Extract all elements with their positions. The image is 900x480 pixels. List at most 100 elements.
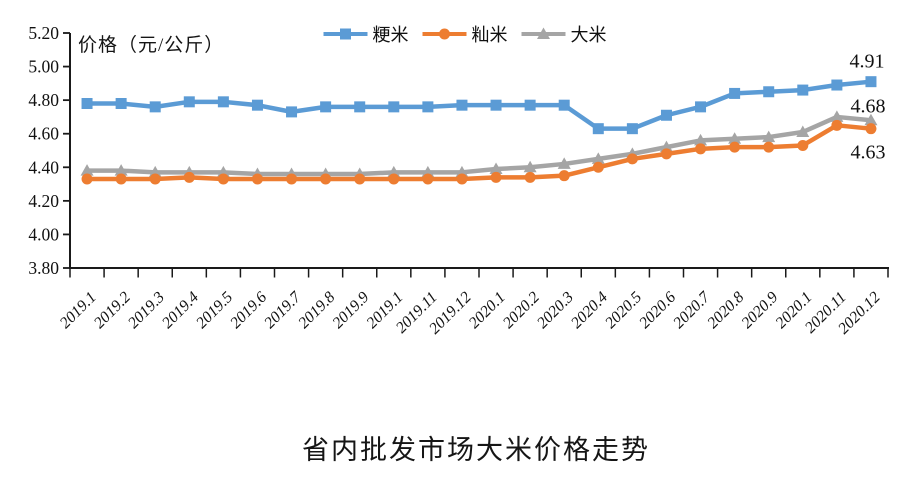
square-marker — [831, 79, 843, 91]
square-marker — [490, 99, 502, 111]
x-category-label: 2020.3 — [534, 289, 577, 332]
triangle-marker — [523, 160, 537, 173]
legend-item-大米: 大米 — [521, 21, 607, 47]
triangle-marker — [216, 165, 230, 178]
data-label-粳米: 4.91 — [849, 51, 884, 73]
x-category-label: 2020.1 — [466, 289, 509, 332]
triangle-marker — [694, 133, 708, 146]
circle-marker — [592, 161, 604, 173]
square-marker — [797, 84, 809, 96]
square-marker — [763, 86, 775, 98]
triangle-marker — [80, 164, 94, 176]
x-category-label: 2019.7 — [261, 288, 305, 332]
square-marker — [660, 109, 672, 121]
circle-marker — [422, 173, 434, 185]
triangle-marker — [591, 152, 605, 164]
circle-marker — [149, 173, 161, 185]
triangle-legend-marker-icon — [521, 27, 566, 39]
data-label-籼米: 4.63 — [850, 142, 885, 164]
y-axis-title: 价格（元/公斤） — [78, 35, 225, 56]
series-籼米 — [81, 119, 877, 185]
y-tick-label: 4.20 — [28, 191, 59, 211]
circle-marker — [456, 173, 468, 185]
x-category-label: 2020.5 — [602, 289, 645, 332]
x-category-label: 2019.5 — [193, 289, 236, 332]
square-marker — [592, 123, 604, 135]
circle-marker — [217, 173, 229, 185]
square-marker — [558, 99, 570, 111]
x-category-label: 2020.2 — [500, 289, 543, 332]
triangle-marker — [489, 162, 503, 174]
square-marker — [626, 123, 638, 135]
circle-marker — [81, 173, 93, 185]
series-line — [84, 79, 874, 131]
square-marker — [183, 96, 195, 108]
y-tick-label: 4.40 — [28, 157, 59, 177]
y-tick-label: 4.60 — [28, 124, 59, 144]
series-line — [84, 123, 874, 182]
x-category-label: 2020.7 — [670, 288, 714, 332]
series-大米 — [80, 110, 878, 179]
circle-marker — [183, 171, 195, 183]
x-category-label: 2020.6 — [636, 289, 679, 332]
triangle-marker — [387, 165, 401, 178]
x-category-label: 2019.4 — [159, 289, 202, 332]
triangle-marker — [421, 165, 435, 178]
circle-marker — [354, 173, 366, 185]
legend-item-粳米: 粳米 — [323, 21, 409, 47]
triangle-marker — [114, 164, 128, 176]
circle-marker — [490, 171, 502, 183]
circle-legend-marker-icon — [422, 28, 467, 40]
chart-title: 省内批发市场大米价格走势 — [302, 435, 650, 465]
circle-marker — [388, 173, 400, 185]
circle-marker — [763, 141, 775, 153]
y-tick-label: 4.00 — [28, 224, 59, 244]
square-marker — [456, 99, 468, 111]
circle-marker — [558, 170, 570, 182]
y-tick-label: 5.20 — [28, 23, 59, 43]
triangle-marker — [728, 132, 742, 144]
triangle-marker — [557, 157, 571, 169]
square-marker — [865, 76, 877, 88]
legend-label: 粳米 — [372, 25, 409, 45]
chart-legend: 粳米 籼米 大米 — [323, 21, 607, 47]
data-label-大米: 4.68 — [850, 95, 885, 117]
circle-marker — [831, 119, 843, 131]
circle-marker — [320, 173, 332, 185]
square-marker — [320, 101, 332, 113]
x-category-label: 2019.3 — [125, 289, 168, 332]
x-category-label: 2019.6 — [227, 289, 270, 332]
square-legend-marker-icon — [323, 28, 368, 40]
legend-label: 籼米 — [471, 25, 508, 45]
series-line — [84, 114, 874, 177]
triangle-marker — [659, 140, 673, 153]
series-粳米 — [81, 76, 877, 135]
circle-marker — [626, 153, 638, 165]
triangle-marker — [796, 125, 810, 138]
x-category-label: 2019.9 — [329, 289, 372, 332]
x-category-label: 2020.4 — [568, 289, 611, 332]
y-tick-label: 5.00 — [28, 57, 59, 77]
square-marker — [422, 101, 434, 113]
x-category-label: 2020.8 — [704, 289, 747, 332]
square-marker — [149, 101, 161, 113]
circle-marker — [797, 139, 809, 151]
square-marker — [115, 98, 127, 109]
square-marker — [729, 87, 741, 99]
legend-item-籼米: 籼米 — [422, 21, 508, 47]
y-tick-label: 4.80 — [28, 90, 59, 110]
legend-label: 大米 — [570, 25, 607, 45]
square-marker — [286, 106, 298, 118]
square-marker — [217, 96, 229, 108]
triangle-marker — [864, 113, 878, 126]
square-marker — [695, 101, 707, 113]
triangle-marker — [830, 110, 844, 122]
x-category-label: 2019.1 — [57, 289, 100, 332]
square-marker — [388, 101, 400, 113]
triangle-marker — [762, 130, 776, 143]
circle-marker — [695, 143, 707, 155]
circle-marker — [524, 171, 536, 183]
circle-marker — [286, 173, 298, 185]
